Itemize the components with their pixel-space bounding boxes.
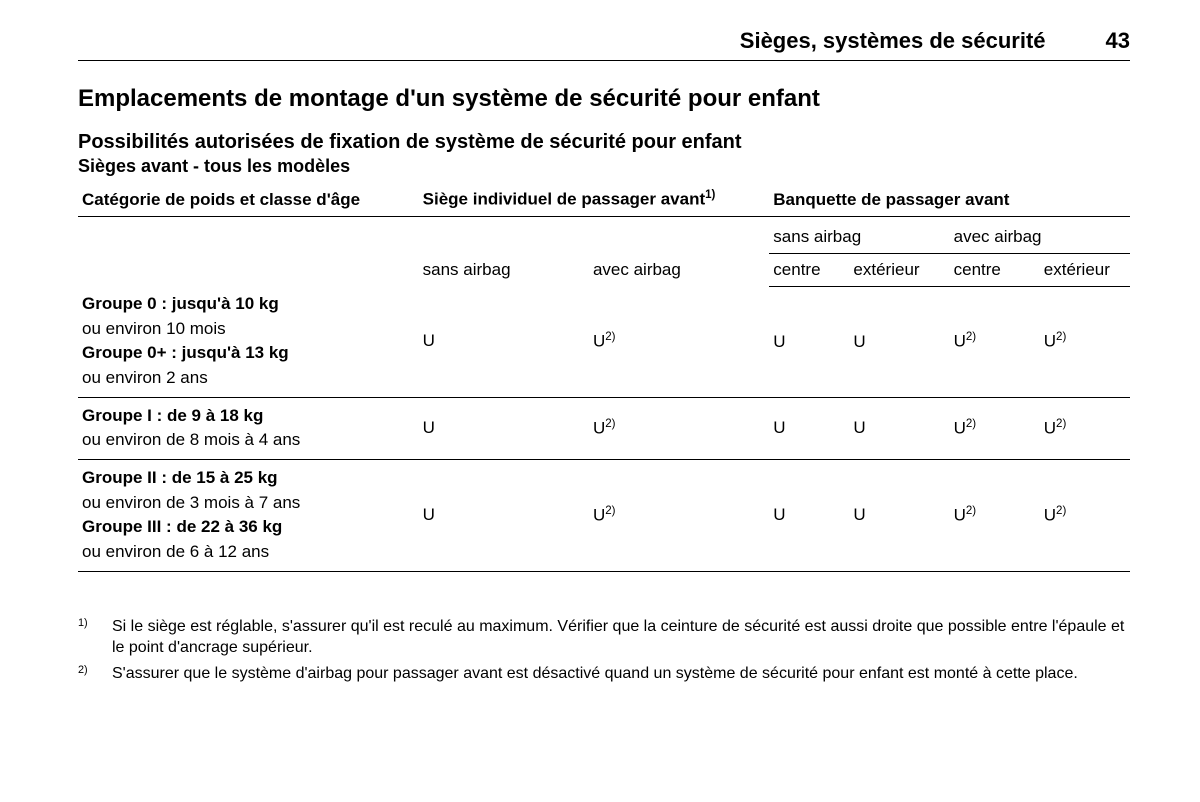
footnote-ref: 2) xyxy=(966,418,976,430)
col-bench-sans: sans airbag xyxy=(769,216,949,253)
value-bench-avec-centre: U2) xyxy=(950,460,1040,572)
group-label: Groupe I : de 9 à 18 kg xyxy=(82,404,415,429)
page-header: Sièges, systèmes de sécurité 43 xyxy=(78,28,1130,54)
value-bench-sans-ext: U xyxy=(849,286,949,397)
spacer xyxy=(749,286,769,397)
group-label: Groupe 0+ : jusqu'à 13 kg xyxy=(82,341,415,366)
group-note: ou environ 2 ans xyxy=(82,366,415,391)
value-ind-sans: U xyxy=(419,286,589,397)
group-note: ou environ de 3 mois à 7 ans xyxy=(82,491,415,516)
value-bench-avec-ext: U2) xyxy=(1040,460,1130,572)
group-note: ou environ 10 mois xyxy=(82,317,415,342)
footnote-text: Si le siège est réglable, s'assurer qu'i… xyxy=(112,616,1130,659)
footnote-ref: 2) xyxy=(966,331,976,343)
spacer xyxy=(749,397,769,459)
value-bench-sans-ext: U xyxy=(849,397,949,459)
subsection-title: Possibilités autorisées de fixation de s… xyxy=(78,131,1130,154)
value-bench-avec-centre: U2) xyxy=(950,286,1040,397)
group-label: Groupe 0 : jusqu'à 10 kg xyxy=(82,292,415,317)
footnote: 2) S'assurer que le système d'airbag pour… xyxy=(78,663,1130,686)
col-ind-avec: avec airbag xyxy=(589,216,749,286)
col-bench-sans-ext: extérieur xyxy=(849,253,949,286)
col-ind-sans: sans airbag xyxy=(419,216,589,286)
col-individual-header: Siège individuel de passager avant1) xyxy=(419,183,750,216)
col-category-header: Catégorie de poids et classe d'âge xyxy=(78,183,419,216)
child-seat-table: Catégorie de poids et classe d'âge Siège… xyxy=(78,183,1130,572)
col-bench-avec-centre: centre xyxy=(950,253,1040,286)
value-bench-sans-ext: U xyxy=(849,460,949,572)
footnote-marker: 1) xyxy=(78,616,102,659)
footnote: 1)Si le siège est réglable, s'assurer qu… xyxy=(78,616,1130,659)
group-note: ou environ de 8 mois à 4 ans xyxy=(82,428,415,453)
group-label: Groupe II : de 15 à 25 kg xyxy=(82,466,415,491)
header-divider xyxy=(78,60,1130,61)
footnote-marker: 2) xyxy=(78,663,102,686)
table-row: Groupe II : de 15 à 25 kgou environ de 3… xyxy=(78,460,1130,572)
table-row: Groupe 0 : jusqu'à 10 kgou environ 10 mo… xyxy=(78,286,1130,397)
value-ind-sans: U xyxy=(419,397,589,459)
group-note: ou environ de 6 à 12 ans xyxy=(82,540,415,565)
footnotes: 1)Si le siège est réglable, s'assurer qu… xyxy=(78,616,1130,686)
col-individual-header-footnote: 1) xyxy=(705,189,715,201)
group-label: Groupe III : de 22 à 36 kg xyxy=(82,515,415,540)
value-ind-sans: U xyxy=(419,460,589,572)
table-context-title: Sièges avant - tous les modèles xyxy=(78,156,1130,177)
value-bench-avec-centre: U2) xyxy=(950,397,1040,459)
col-individual-header-text: Siège individuel de passager avant xyxy=(423,190,706,209)
footnote-ref: 2) xyxy=(605,331,615,343)
category-cell: Groupe 0 : jusqu'à 10 kgou environ 10 mo… xyxy=(78,286,419,397)
category-cell: Groupe II : de 15 à 25 kgou environ de 3… xyxy=(78,460,419,572)
footnote-text: S'assurer que le système d'airbag pour p… xyxy=(112,663,1078,686)
footnote-ref: 2) xyxy=(1056,331,1066,343)
spacer xyxy=(749,183,769,216)
value-ind-avec: U2) xyxy=(589,286,749,397)
col-bench-sans-centre: centre xyxy=(769,253,849,286)
value-bench-avec-ext: U2) xyxy=(1040,286,1130,397)
footnote-ref: 2) xyxy=(966,505,976,517)
category-cell: Groupe I : de 9 à 18 kgou environ de 8 m… xyxy=(78,397,419,459)
section-title: Emplacements de montage d'un système de … xyxy=(78,85,1130,113)
footnote-ref: 2) xyxy=(605,505,615,517)
page-number: 43 xyxy=(1106,28,1130,54)
col-bench-avec-ext: extérieur xyxy=(1040,253,1130,286)
chapter-title: Sièges, systèmes de sécurité xyxy=(740,28,1046,54)
value-bench-sans-centre: U xyxy=(769,460,849,572)
value-ind-avec: U2) xyxy=(589,460,749,572)
spacer xyxy=(749,460,769,572)
value-bench-avec-ext: U2) xyxy=(1040,397,1130,459)
value-bench-sans-centre: U xyxy=(769,286,849,397)
value-bench-sans-centre: U xyxy=(769,397,849,459)
table-row: Groupe I : de 9 à 18 kgou environ de 8 m… xyxy=(78,397,1130,459)
footnote-ref: 2) xyxy=(605,418,615,430)
col-bench-avec: avec airbag xyxy=(950,216,1130,253)
value-ind-avec: U2) xyxy=(589,397,749,459)
col-bench-header: Banquette de passager avant xyxy=(769,183,1130,216)
footnote-ref: 2) xyxy=(1056,505,1066,517)
footnote-ref: 2) xyxy=(1056,418,1066,430)
